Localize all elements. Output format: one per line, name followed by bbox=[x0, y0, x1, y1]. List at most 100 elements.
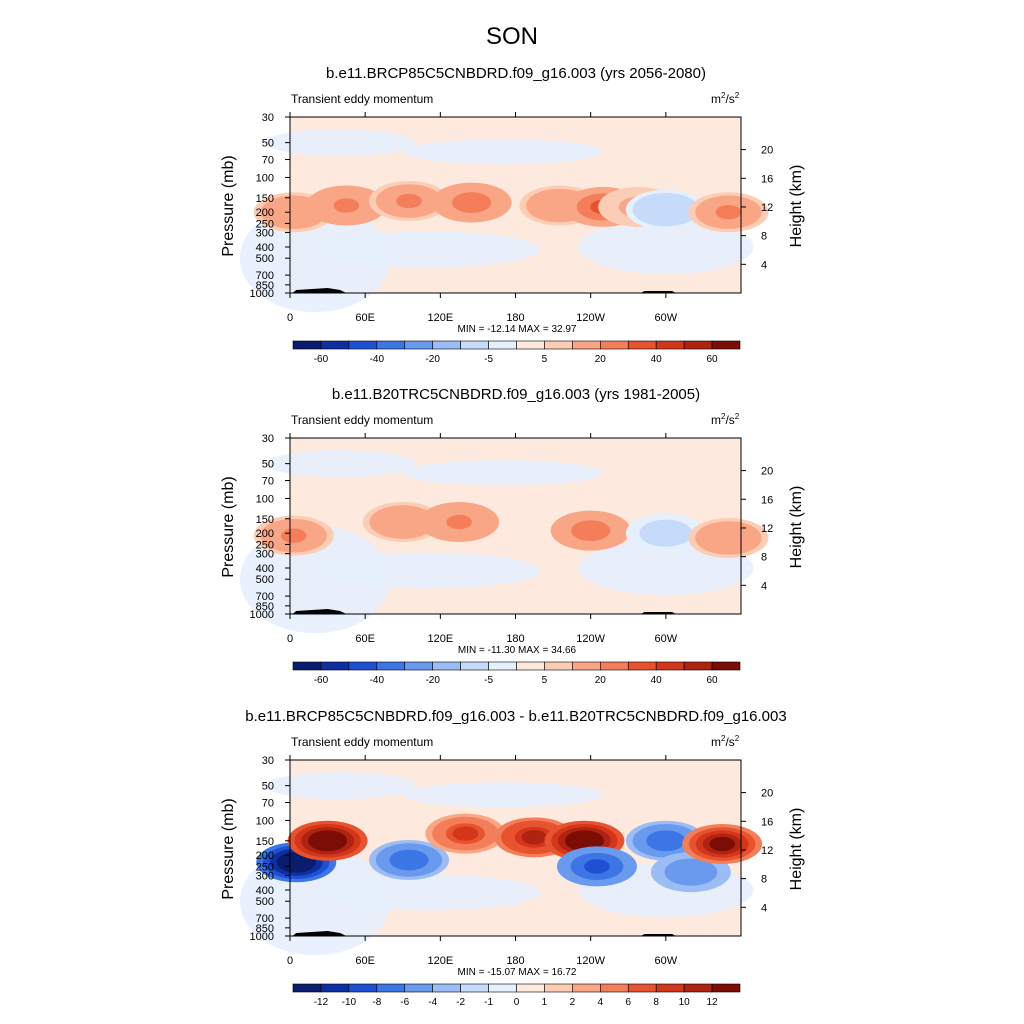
colorbar-label: 5 bbox=[542, 354, 548, 365]
y-tick-right-label: 8 bbox=[761, 874, 767, 886]
y-tick-label: 250 bbox=[256, 539, 274, 551]
panel-historical: b.e11.B20TRC5CNBDRD.f09_g16.003 (yrs 198… bbox=[220, 386, 805, 686]
contour-feature bbox=[314, 833, 341, 848]
colorbar-label: -2 bbox=[456, 997, 465, 1008]
colorbar-swatch bbox=[292, 340, 322, 350]
colorbar: -60 -40 -20 -5 5 20 40 60 bbox=[292, 340, 741, 365]
colorbar-swatch bbox=[627, 983, 657, 993]
y-tick-right-label: 8 bbox=[761, 552, 767, 564]
x-tick-label: 120W bbox=[576, 312, 605, 324]
panel-title: b.e11.BRCP85C5CNBDRD.f09_g16.003 - b.e11… bbox=[245, 708, 786, 725]
colorbar-label: -60 bbox=[314, 675, 329, 686]
colorbar-swatch bbox=[292, 983, 322, 993]
x-tick-label: 60E bbox=[355, 955, 375, 967]
colorbar-label: -4 bbox=[428, 997, 437, 1008]
colorbar-swatch bbox=[348, 983, 378, 993]
colorbar-swatch bbox=[460, 983, 489, 993]
colorbar-swatch bbox=[460, 340, 489, 350]
field-patch bbox=[264, 772, 416, 800]
y-axis-label-right: Height (km) bbox=[788, 165, 805, 248]
colorbar-label: -40 bbox=[370, 354, 385, 365]
contour-feature bbox=[653, 833, 679, 848]
y-tick-right-label: 20 bbox=[761, 466, 773, 478]
y-axis-label-right: Height (km) bbox=[788, 486, 805, 569]
y-tick-label: 30 bbox=[262, 112, 274, 124]
colorbar-swatch bbox=[544, 340, 573, 350]
colorbar-label: -20 bbox=[425, 354, 440, 365]
y-tick-label: 200 bbox=[256, 528, 274, 540]
y-tick-label: 850 bbox=[256, 280, 274, 292]
panel-title: b.e11.B20TRC5CNBDRD.f09_g16.003 (yrs 198… bbox=[332, 386, 700, 403]
colorbar-label: 60 bbox=[707, 675, 719, 686]
y-axis-label: Pressure (mb) bbox=[220, 155, 237, 256]
colorbar-label: 12 bbox=[707, 997, 719, 1008]
field-patch bbox=[402, 782, 604, 808]
y-tick-label: 250 bbox=[256, 218, 274, 230]
colorbar-swatch bbox=[376, 340, 406, 350]
y-tick-label: 700 bbox=[256, 913, 274, 925]
y-tick-label: 200 bbox=[256, 850, 274, 862]
panel-units: m2/s2 bbox=[711, 91, 740, 106]
contour-feature bbox=[678, 864, 704, 880]
colorbar-swatch bbox=[683, 983, 713, 993]
y-axis-label: Pressure (mb) bbox=[220, 476, 237, 577]
y-tick-label: 150 bbox=[256, 514, 274, 526]
colorbar-swatch bbox=[320, 661, 350, 671]
contour-feature bbox=[396, 852, 422, 868]
colorbar-label: 20 bbox=[595, 354, 607, 365]
topography bbox=[292, 931, 347, 936]
x-tick-label: 120E bbox=[427, 955, 453, 967]
y-tick-label: 700 bbox=[256, 591, 274, 603]
colorbar-swatch bbox=[683, 340, 713, 350]
contour-feature bbox=[458, 195, 485, 210]
colorbar-swatch bbox=[348, 340, 378, 350]
colorbar-label: 4 bbox=[598, 997, 604, 1008]
panel-left-label: Transient eddy momentum bbox=[291, 413, 433, 427]
colorbar-swatch bbox=[683, 661, 713, 671]
contour-feature bbox=[584, 859, 610, 874]
y-tick-right-label: 4 bbox=[761, 902, 767, 914]
x-tick-label: 60W bbox=[655, 633, 678, 645]
colorbar-swatch bbox=[320, 983, 350, 993]
colorbar-label: 0 bbox=[514, 997, 520, 1008]
y-tick-label: 400 bbox=[256, 242, 274, 254]
colorbar-label: 5 bbox=[542, 675, 548, 686]
colorbar-swatch bbox=[600, 661, 629, 671]
colorbar-swatch bbox=[627, 661, 657, 671]
y-axis-label: Pressure (mb) bbox=[220, 798, 237, 899]
y-tick-label: 300 bbox=[256, 549, 274, 561]
y-tick-label: 50 bbox=[262, 781, 274, 793]
colorbar-swatch bbox=[404, 340, 433, 350]
contour-feature bbox=[715, 530, 742, 546]
y-tick-label: 1000 bbox=[250, 931, 274, 943]
y-tick-right-label: 12 bbox=[761, 523, 773, 535]
colorbar-swatch bbox=[516, 340, 545, 350]
field-patch bbox=[402, 460, 604, 486]
contour-feature bbox=[653, 202, 679, 217]
y-tick-right-label: 12 bbox=[761, 845, 773, 857]
contour-feature bbox=[280, 205, 307, 220]
y-tick-label: 300 bbox=[256, 228, 274, 240]
y-tick-label: 30 bbox=[262, 433, 274, 445]
colorbar-swatch bbox=[376, 983, 406, 993]
y-tick-label: 50 bbox=[262, 459, 274, 471]
panel-projection: b.e11.BRCP85C5CNBDRD.f09_g16.003 (yrs 20… bbox=[220, 65, 805, 365]
colorbar-swatch bbox=[432, 661, 461, 671]
colorbar-swatch bbox=[404, 661, 433, 671]
colorbar-swatch bbox=[516, 983, 545, 993]
x-tick-label: 60E bbox=[355, 633, 375, 645]
y-tick-label: 100 bbox=[256, 493, 274, 505]
field-patch bbox=[239, 204, 391, 313]
colorbar-swatch bbox=[655, 661, 685, 671]
colorbar-label: -5 bbox=[484, 354, 493, 365]
colorbar-swatch bbox=[432, 340, 461, 350]
x-tick-label: 60E bbox=[355, 312, 375, 324]
contour-feature bbox=[389, 514, 416, 530]
x-tick-label: 0 bbox=[287, 955, 293, 967]
colorbar-label: -1 bbox=[484, 997, 493, 1008]
y-tick-label: 500 bbox=[256, 896, 274, 908]
y-tick-label: 500 bbox=[256, 574, 274, 586]
contour-feature bbox=[715, 205, 742, 220]
